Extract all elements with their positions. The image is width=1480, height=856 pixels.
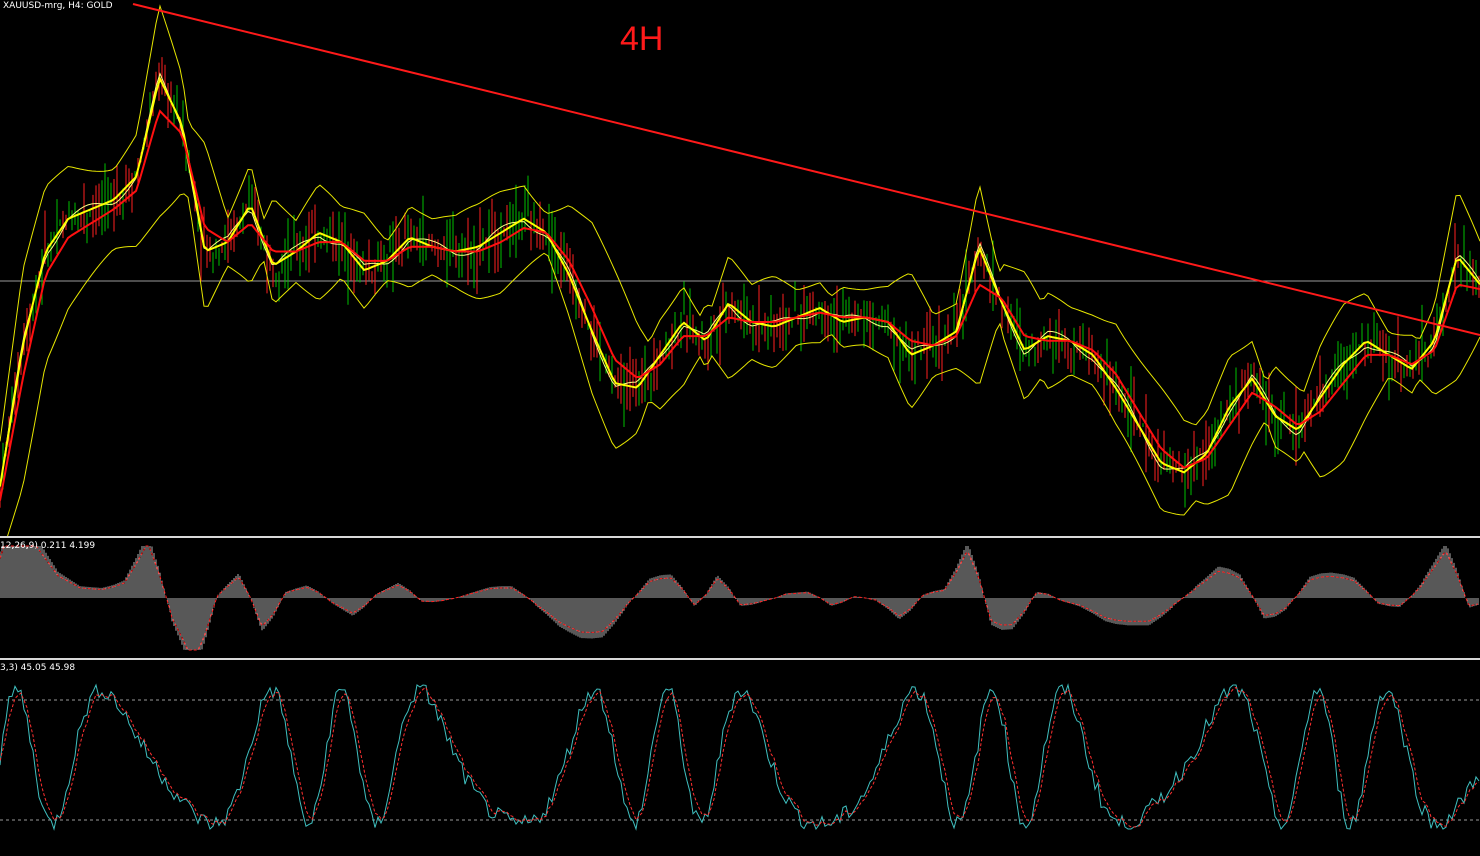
bollinger-lower xyxy=(7,193,1480,536)
pane-separator-1[interactable] xyxy=(0,536,1480,538)
macd-histogram xyxy=(0,546,1479,650)
macd-label: 12,26,9) 0.211 4.199 xyxy=(0,541,96,551)
stoch-main-line xyxy=(0,683,1480,831)
ma-slow xyxy=(0,109,1480,501)
price-chart-pane[interactable]: XAUUSD-mrg, H4: GOLD 4H xyxy=(0,0,1480,536)
macd-signal-line xyxy=(0,545,1479,651)
trendline xyxy=(132,3,1480,336)
timeframe-note: 4H xyxy=(620,20,664,58)
symbol-label: XAUUSD-mrg, H4: GOLD xyxy=(3,1,113,11)
stochastic-label: 3,3) 45.05 45.98 xyxy=(0,663,76,673)
bollinger-upper xyxy=(0,4,1480,442)
stoch-signal-line xyxy=(0,686,1480,828)
macd-pane[interactable]: 12,26,9) 0.211 4.199 xyxy=(0,540,1480,658)
price-bars xyxy=(0,57,1480,508)
macd-canvas[interactable] xyxy=(0,540,1480,658)
stochastic-canvas[interactable] xyxy=(0,662,1480,856)
ma-fast xyxy=(0,76,1480,487)
ma-fastest xyxy=(0,72,1480,487)
stochastic-pane[interactable]: 3,3) 45.05 45.98 xyxy=(0,662,1480,856)
pane-separator-2[interactable] xyxy=(0,658,1480,660)
price-chart-canvas[interactable] xyxy=(0,0,1480,536)
